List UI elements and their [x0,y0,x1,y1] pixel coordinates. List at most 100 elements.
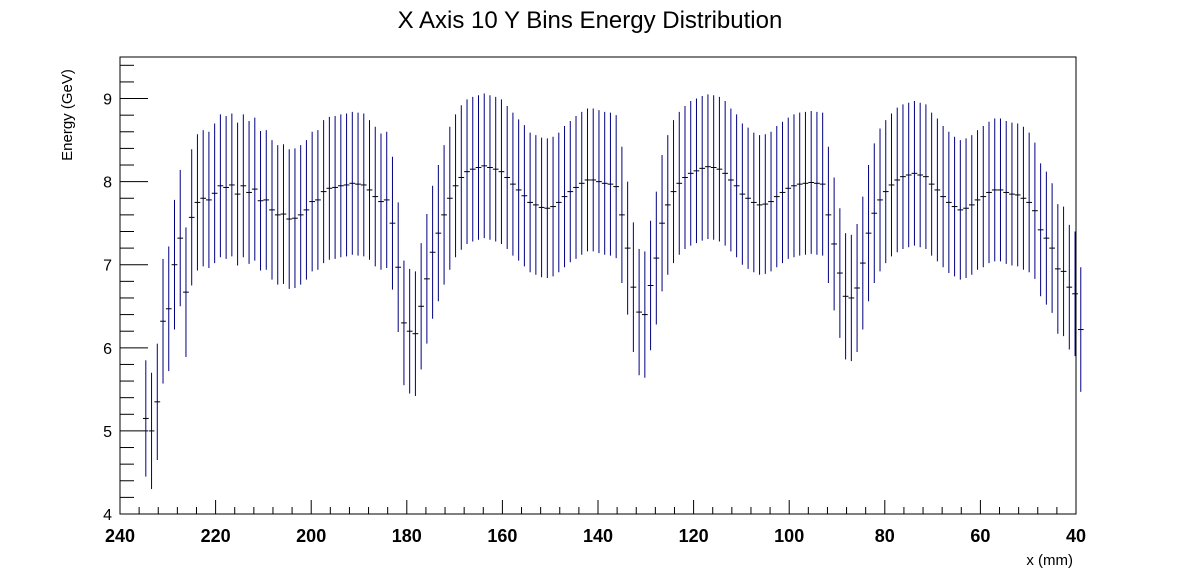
data-point [768,131,774,272]
data-point [802,111,809,255]
data-point [464,99,470,244]
data-point [974,130,981,270]
data-point [228,113,235,257]
data-point [383,131,390,269]
x-tick-label: 100 [774,526,804,546]
data-point [1072,231,1078,357]
data-point [1060,206,1067,337]
data-point [682,106,688,249]
data-point [831,177,837,311]
data-point [699,96,706,241]
data-point [728,108,734,252]
plot-frame [119,56,1077,515]
data-point [286,149,293,289]
data-point [796,112,803,256]
data-point [739,123,746,265]
data-point [337,114,344,258]
data-point [309,131,316,272]
data-point [469,96,476,242]
data-point [521,125,528,267]
data-point [963,138,969,279]
x-tick-label: 140 [583,526,613,546]
data-point [475,95,482,240]
data-point [555,132,562,273]
data-point [165,246,172,372]
chart-title: X Axis 10 Y Bins Energy Distribution [398,7,783,34]
data-point [389,156,396,290]
data-point [848,234,855,362]
y-tick-label: 9 [103,92,112,109]
data-point [504,106,511,249]
data-point [1032,142,1038,279]
data-point [624,181,631,315]
data-point [234,122,241,266]
data-point [320,120,327,264]
data-point [142,360,149,477]
data-point [888,113,895,257]
data-point [659,155,665,292]
data-point [211,123,218,264]
data-point [865,165,872,302]
data-point [607,112,614,256]
data-point [773,125,780,268]
data-point [951,136,958,277]
data-point [160,258,166,384]
data-point [710,95,717,240]
data-point [1026,132,1033,273]
data-point [412,271,419,397]
data-point [538,137,545,278]
data-point [441,145,447,285]
data-point [360,113,367,257]
data-point [183,227,189,357]
data-point [980,125,987,268]
data-point [435,165,442,302]
data-point [590,108,597,252]
data-point [630,222,637,352]
data-point [986,121,992,264]
data-point [1066,224,1073,350]
data-point [613,115,620,259]
data-point [722,101,729,246]
data-point [406,268,413,394]
data-point [378,133,384,270]
data-point [785,117,792,259]
x-tick-label: 120 [679,526,709,546]
data-points [142,93,1084,490]
data-point [877,128,883,272]
data-point [596,110,602,254]
data-point [177,170,184,307]
data-point [814,111,820,255]
data-point [274,145,281,285]
data-point [194,134,201,271]
data-point [527,132,533,273]
x-tick-label: 240 [105,526,135,546]
data-point [372,126,379,267]
y-tick-label: 6 [103,341,112,358]
data-point [349,111,356,255]
data-point [303,140,310,280]
data-point [1003,120,1010,264]
y-axis-label: Energy (GeV) [59,69,76,161]
data-point [343,113,350,257]
data-point [601,111,608,255]
x-tick-label: 160 [487,526,517,546]
data-point [716,96,723,242]
data-point [492,96,499,242]
data-point [670,120,677,264]
data-point [837,208,843,338]
data-point [573,115,579,259]
x-tick-label: 60 [970,526,990,546]
data-point [917,102,924,248]
data-point [957,140,964,280]
data-point [934,118,941,262]
data-point [825,146,832,284]
data-point [791,114,797,258]
data-point [968,135,975,275]
data-point [326,116,333,260]
data-point [452,114,459,258]
x-tick-label: 80 [875,526,895,546]
data-point [217,114,224,258]
axes: 240 220 200 180 160 140 120 100 80 60 40 4 5 6 7 8 9 [103,64,1086,546]
x-tick-label: 200 [296,526,326,546]
